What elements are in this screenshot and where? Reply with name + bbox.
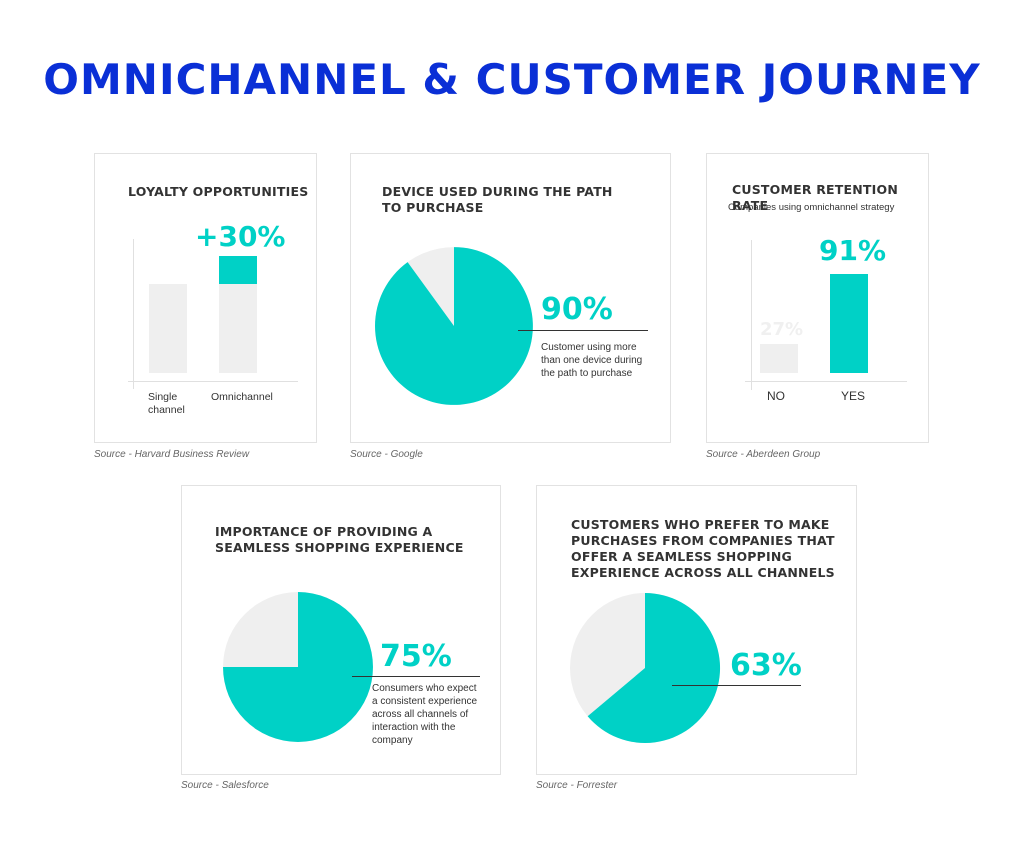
label-single-line1: Single bbox=[148, 391, 178, 403]
label-omnichannel: Omnichannel bbox=[211, 391, 273, 403]
seamless-title-line1: IMPORTANCE OF PROVIDING A bbox=[215, 524, 433, 539]
device-rule bbox=[518, 330, 648, 331]
device-card: DEVICE USED DURING THE PATH TO PURCHASE … bbox=[350, 153, 671, 443]
seamless-title: IMPORTANCE OF PROVIDING A SEAMLESS SHOPP… bbox=[215, 524, 464, 556]
retention-subtitle: Companies using omnichannel strategy bbox=[728, 202, 895, 213]
seamless-desc-line1: Consumers who expect bbox=[372, 683, 477, 694]
device-source: Source - Google bbox=[350, 449, 423, 460]
device-pie bbox=[375, 247, 533, 405]
prefer-title-line1: CUSTOMERS WHO PREFER TO MAKE bbox=[571, 517, 830, 532]
page-title: OMNICHANNEL & CUSTOMER JOURNEY bbox=[43, 55, 981, 104]
loyalty-source: Source - Harvard Business Review bbox=[94, 449, 250, 460]
device-title-line2: TO PURCHASE bbox=[382, 200, 484, 215]
seamless-desc-line3: across all channels of bbox=[372, 709, 469, 720]
device-desc-line2: than one device during bbox=[541, 355, 643, 366]
x-axis bbox=[128, 381, 298, 382]
label-single: Single channel bbox=[148, 391, 185, 417]
device-desc: Customer using more than one device duri… bbox=[541, 341, 642, 380]
label-yes: YES bbox=[841, 389, 866, 403]
y-axis bbox=[133, 239, 134, 389]
bar-omnichannel-base bbox=[219, 284, 257, 373]
retention-card: CUSTOMER RETENTION RATE Companies using … bbox=[706, 153, 929, 443]
bar-yes bbox=[830, 274, 868, 373]
retention-no-value: 27% bbox=[760, 319, 804, 340]
prefer-highlight: 63% bbox=[730, 648, 802, 683]
seamless-rule bbox=[352, 676, 480, 677]
prefer-title-line2: PURCHASES FROM COMPANIES THAT bbox=[571, 533, 835, 548]
device-desc-line1: Customer using more bbox=[541, 342, 637, 353]
device-desc-line3: the path to purchase bbox=[541, 368, 633, 379]
bar-no bbox=[760, 344, 798, 373]
seamless-desc: Consumers who expect a consistent experi… bbox=[372, 682, 477, 747]
seamless-desc-line5: company bbox=[372, 735, 413, 746]
seamless-pie bbox=[223, 592, 373, 742]
retention-source: Source - Aberdeen Group bbox=[706, 449, 821, 460]
prefer-rule bbox=[672, 685, 801, 686]
seamless-desc-line2: a consistent experience bbox=[372, 696, 478, 707]
prefer-title-line4: EXPERIENCE ACROSS ALL CHANNELS bbox=[571, 565, 835, 580]
retention-highlight: 91% bbox=[819, 234, 887, 267]
device-title-line1: DEVICE USED DURING THE PATH bbox=[382, 184, 613, 199]
prefer-title-line3: OFFER A SEAMLESS SHOPPING bbox=[571, 549, 792, 564]
prefer-source: Source - Forrester bbox=[536, 780, 618, 791]
bar-single-channel bbox=[149, 284, 187, 373]
loyalty-card: LOYALTY OPPORTUNITIES +30% Single channe… bbox=[94, 153, 317, 443]
seamless-highlight: 75% bbox=[380, 639, 452, 674]
x-axis bbox=[745, 381, 907, 382]
y-axis bbox=[751, 240, 752, 390]
label-single-line2: channel bbox=[148, 404, 185, 416]
seamless-card: IMPORTANCE OF PROVIDING A SEAMLESS SHOPP… bbox=[181, 485, 501, 775]
prefer-pie bbox=[570, 593, 721, 743]
loyalty-title: LOYALTY OPPORTUNITIES bbox=[128, 184, 309, 199]
prefer-title: CUSTOMERS WHO PREFER TO MAKE PURCHASES F… bbox=[571, 517, 835, 581]
retention-title: CUSTOMER RETENTION RATE bbox=[732, 182, 898, 213]
device-highlight: 90% bbox=[541, 292, 613, 327]
loyalty-highlight: +30% bbox=[195, 220, 286, 253]
bar-omnichannel-increase bbox=[219, 256, 257, 284]
label-no: NO bbox=[767, 389, 785, 403]
seamless-desc-line4: interaction with the bbox=[372, 722, 456, 733]
device-title: DEVICE USED DURING THE PATH TO PURCHASE bbox=[382, 184, 613, 216]
prefer-card: CUSTOMERS WHO PREFER TO MAKE PURCHASES F… bbox=[536, 485, 857, 775]
seamless-title-line2: SEAMLESS SHOPPING EXPERIENCE bbox=[215, 540, 464, 555]
seamless-source: Source - Salesforce bbox=[181, 780, 269, 791]
